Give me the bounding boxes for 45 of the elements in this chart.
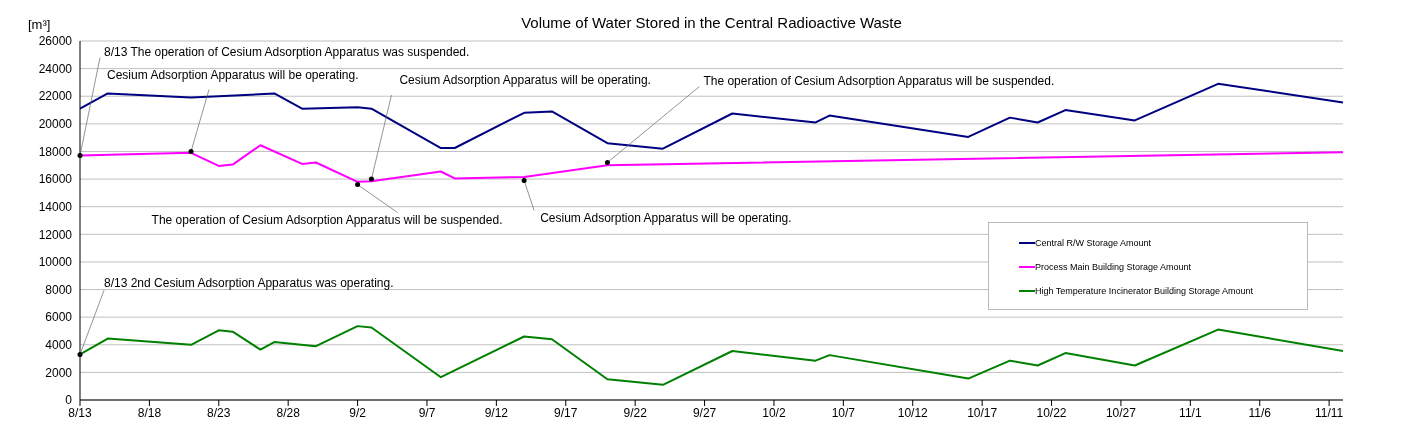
x-tick-label: 11/1	[1179, 405, 1202, 420]
y-tick-label: 4000	[45, 338, 73, 353]
y-tick-label: 16000	[38, 172, 73, 187]
chart-title: Volume of Water Stored in the Central Radioactive Waste	[521, 14, 902, 31]
x-tick-label: 10/12	[897, 405, 929, 420]
y-tick-label: 20000	[38, 117, 73, 132]
y-tick-label: 18000	[38, 144, 73, 159]
annotation: Cesium Adsorption Apparatus will be operating.	[399, 73, 651, 88]
legend-label: Process Main Building Storage Amount	[1035, 261, 1192, 274]
annotation: Cesium Adsorption Apparatus will be operating.	[107, 68, 359, 83]
y-tick-label: 6000	[45, 310, 73, 325]
legend-label: Central R/W Storage Amount	[1035, 237, 1152, 250]
y-tick-label: 10000	[38, 255, 73, 270]
annotation: The operation of Cesium Adsorption Apparatus will be suspended.	[703, 73, 1055, 88]
y-axis-title: [m³]	[28, 17, 51, 32]
y-tick-label: 0	[65, 393, 73, 408]
y-tick-label: 14000	[38, 199, 73, 214]
x-tick-label: 10/7	[831, 405, 856, 420]
x-tick-label: 8/13	[68, 405, 92, 420]
y-tick-label: 24000	[38, 61, 73, 76]
annotation: Cesium Adsorption Apparatus will be operating.	[540, 211, 792, 226]
annotation: 8/13 The operation of Cesium Adsorption Apparatus was suspended.	[104, 44, 470, 59]
y-tick-label: 2000	[45, 365, 73, 380]
y-tick-label: 12000	[38, 227, 73, 242]
x-tick-label: 8/18	[137, 405, 162, 420]
x-tick-label: 9/17	[554, 405, 578, 420]
x-tick-label: 9/2	[349, 405, 367, 420]
x-tick-label: 9/22	[623, 405, 648, 420]
y-tick-label: 8000	[45, 282, 73, 297]
x-tick-label: 9/12	[484, 405, 509, 420]
x-tick-label: 10/22	[1036, 405, 1067, 420]
annotation: 8/13 2nd Cesium Adsorption Apparatus was operating.	[104, 276, 394, 291]
legend-label: High Temperature Incinerator Building Storage Amount	[1035, 285, 1253, 298]
x-tick-label: 9/7	[418, 405, 436, 420]
x-tick-label: 8/28	[276, 405, 301, 420]
annotation: The operation of Cesium Adsorption Apparatus will be suspended.	[151, 212, 503, 227]
x-tick-label: 10/2	[762, 405, 786, 420]
x-tick-label: 10/27	[1105, 405, 1137, 420]
y-tick-label: 22000	[38, 89, 73, 104]
x-tick-label: 9/27	[692, 405, 717, 420]
x-tick-label: 11/6	[1248, 405, 1272, 420]
y-tick-label: 26000	[38, 34, 73, 49]
x-tick-label: 10/17	[967, 405, 998, 420]
x-tick-label: 11/11	[1315, 405, 1344, 420]
x-tick-label: 8/23	[207, 405, 231, 420]
